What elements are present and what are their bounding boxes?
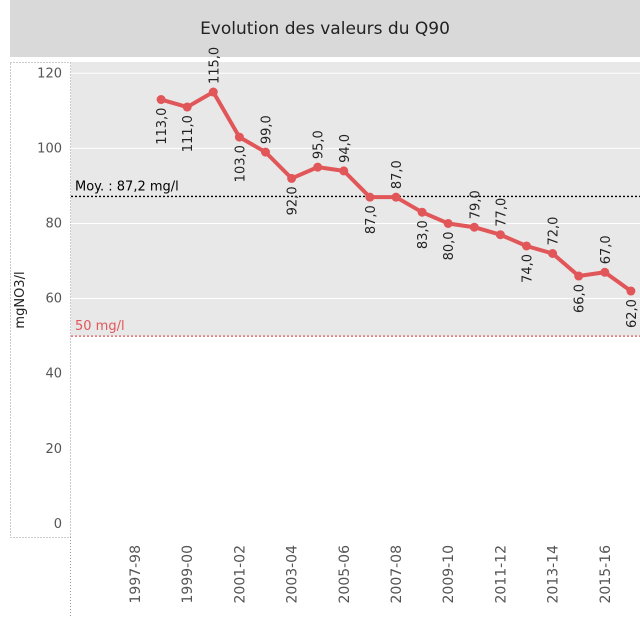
data-label: 72,0	[547, 217, 562, 246]
data-point	[522, 241, 531, 251]
x-tick-label: 2015-16	[598, 545, 614, 604]
data-point	[495, 230, 505, 240]
x-tick-label: 2009-10	[441, 545, 457, 604]
reference-label: Moy. : 87,2 mg/l	[75, 179, 179, 194]
data-point	[156, 95, 166, 105]
data-label: 80,0	[442, 231, 457, 260]
y-tick-label: 0	[54, 517, 62, 532]
data-point	[313, 162, 323, 172]
data-label: 77,0	[494, 198, 509, 227]
data-point	[261, 147, 270, 157]
shaded-band	[71, 62, 640, 337]
data-point	[234, 132, 244, 142]
data-label: 87,0	[390, 160, 405, 189]
data-point	[391, 192, 401, 202]
header-bar	[10, 0, 640, 57]
data-point	[365, 192, 375, 202]
x-tick-label: 2005-06	[337, 545, 353, 604]
data-label: 115,0	[207, 47, 222, 84]
y-tick-label: 60	[45, 292, 62, 307]
data-point	[548, 249, 558, 259]
data-label: 87,0	[364, 205, 379, 234]
x-tick-label: 1999-00	[180, 545, 196, 604]
data-label: 79,0	[468, 190, 483, 219]
y-tick-label: 20	[45, 442, 62, 457]
x-tick-label: 2003-04	[285, 545, 301, 604]
data-label: 74,0	[521, 254, 536, 283]
data-label: 62,0	[625, 299, 640, 328]
data-label: 103,0	[233, 145, 248, 182]
data-point	[208, 87, 218, 97]
data-label: 92,0	[286, 186, 301, 215]
data-point	[626, 286, 636, 296]
y-tick-label: 100	[37, 141, 62, 156]
y-tick-label: 80	[45, 216, 62, 231]
data-point	[287, 173, 297, 183]
x-tick-label: 2013-14	[546, 545, 562, 604]
reference-label: 50 mg/l	[75, 319, 125, 334]
data-label: 94,0	[338, 134, 353, 163]
data-label: 113,0	[155, 108, 170, 145]
data-label: 83,0	[416, 220, 431, 249]
data-point	[600, 267, 610, 277]
data-label: 111,0	[181, 115, 196, 152]
y-axis-title: mgNO3/l	[13, 271, 28, 328]
x-tick-label: 2001-02	[232, 545, 248, 604]
x-tick-label: 2007-08	[389, 545, 405, 604]
data-point	[182, 102, 192, 112]
data-label: 67,0	[599, 235, 614, 264]
y-tick-label: 120	[37, 66, 62, 81]
data-label: 99,0	[260, 115, 275, 144]
data-point	[469, 222, 479, 232]
chart-title: Evolution des valeurs du Q90	[200, 19, 450, 39]
data-label: 95,0	[312, 130, 327, 159]
data-label: 66,0	[573, 284, 588, 313]
data-point	[417, 207, 427, 217]
y-tick-label: 40	[45, 367, 62, 382]
data-point	[443, 218, 453, 228]
y-axis-panel	[10, 62, 71, 538]
x-tick-label: 1997-98	[128, 545, 144, 604]
data-point	[339, 166, 349, 176]
data-point	[574, 271, 584, 281]
x-tick-label: 2011-12	[493, 545, 509, 604]
